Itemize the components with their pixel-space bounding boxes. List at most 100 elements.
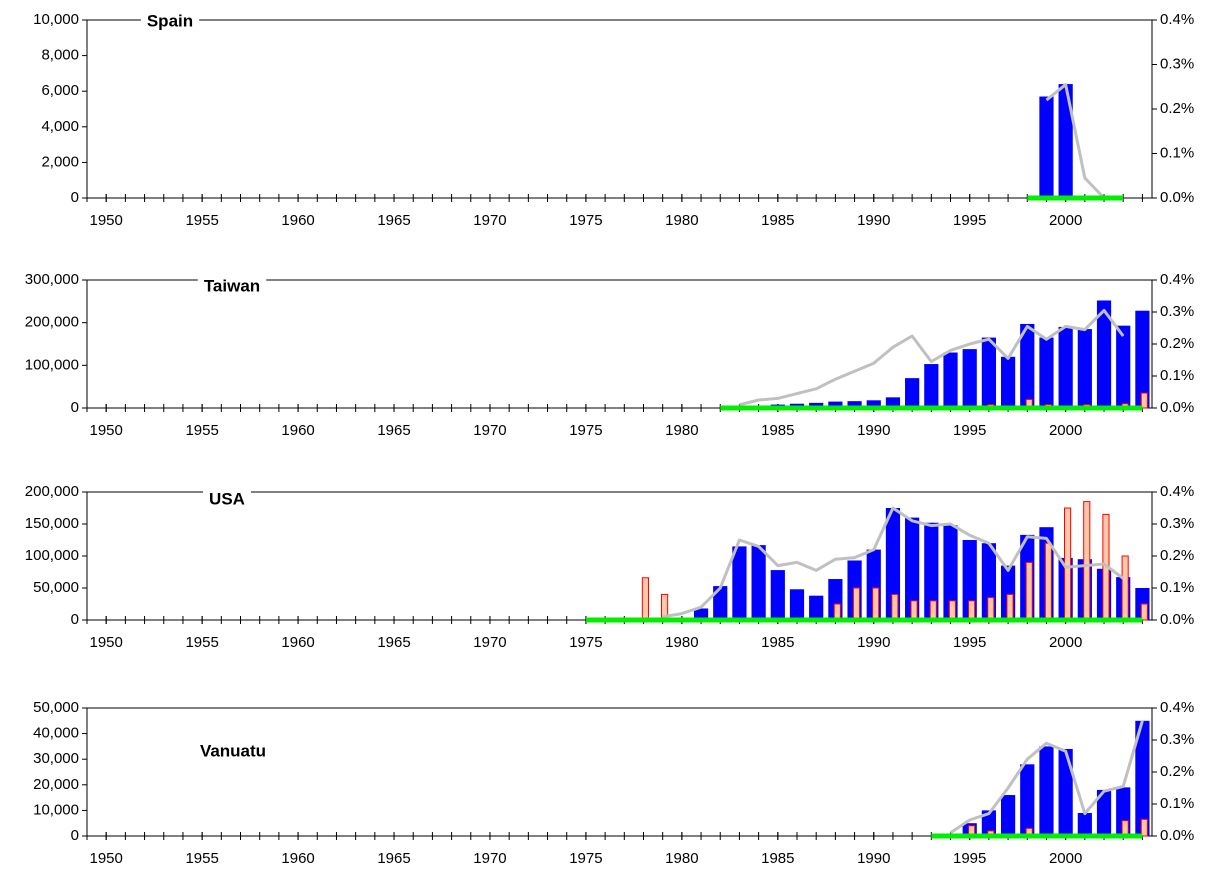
bar	[981, 810, 996, 836]
x-tick-label: 1970	[473, 422, 506, 439]
bar	[924, 364, 939, 408]
bar	[943, 352, 958, 408]
x-tick-label: 1960	[281, 422, 314, 439]
y2-tick-label: 0.2%	[1160, 763, 1194, 780]
x-tick-label: 1960	[281, 212, 314, 229]
y2-tick-label: 0.4%	[1160, 483, 1194, 500]
y-tick-label: 30,000	[33, 750, 79, 767]
bar	[1000, 356, 1016, 408]
x-tick-label: 1950	[90, 634, 123, 651]
x-tick-label: 1985	[761, 422, 794, 439]
y2-tick-label: 0.0%	[1160, 399, 1194, 416]
y-tick-label: 0	[71, 399, 79, 416]
bar	[1116, 325, 1131, 408]
y2-tick-label: 0.3%	[1160, 55, 1194, 72]
bar	[1058, 326, 1073, 408]
x-tick-label: 1980	[665, 212, 698, 229]
y2-tick-label: 0.2%	[1160, 100, 1194, 117]
bar	[1020, 764, 1035, 836]
share-line	[739, 308, 1125, 407]
x-tick-label: 1995	[953, 422, 986, 439]
y-tick-label: 150,000	[25, 515, 79, 532]
x-tick-label: 1965	[377, 634, 410, 651]
bar	[981, 337, 996, 408]
bar	[1063, 507, 1072, 621]
bar	[1135, 310, 1150, 408]
x-tick-label: 1965	[377, 850, 410, 867]
bar	[1077, 329, 1092, 408]
y-tick-label: 200,000	[25, 314, 79, 331]
share-line	[1045, 83, 1106, 200]
x-tick-label: 1965	[377, 212, 410, 229]
chart-title: Spain	[147, 11, 193, 30]
share-line	[662, 506, 1125, 619]
bar	[924, 522, 939, 620]
y-tick-label: 2,000	[41, 153, 79, 170]
bar	[828, 401, 843, 408]
title-background	[140, 11, 200, 31]
y-tick-label: 200,000	[25, 483, 79, 500]
bar	[693, 608, 709, 620]
x-tick-label: 1950	[90, 422, 123, 439]
x-tick-label: 1985	[761, 634, 794, 651]
bar	[866, 400, 881, 408]
y-tick-label: 10,000	[33, 11, 79, 28]
bar	[1000, 795, 1016, 836]
bar	[1006, 593, 1014, 621]
bar	[962, 349, 977, 408]
bar	[1039, 96, 1054, 198]
x-tick-label: 1960	[281, 634, 314, 651]
bar	[1039, 746, 1054, 836]
bar	[641, 577, 649, 621]
x-tick-label: 1970	[473, 634, 506, 651]
bar	[1058, 748, 1073, 836]
title-background	[197, 276, 267, 296]
y2-tick-label: 0.4%	[1160, 699, 1194, 716]
y-tick-label: 100,000	[25, 547, 79, 564]
bar	[968, 600, 976, 621]
title-background	[203, 489, 251, 509]
x-tick-label: 2000	[1049, 850, 1082, 867]
y2-tick-label: 0.4%	[1160, 271, 1194, 288]
x-tick-label: 1975	[569, 850, 602, 867]
x-tick-label: 1950	[90, 212, 123, 229]
y-tick-label: 0	[71, 611, 79, 628]
chart-title: Vanuatu	[200, 741, 266, 760]
x-tick-label: 2000	[1049, 634, 1082, 651]
bar	[929, 600, 937, 621]
bar	[1020, 323, 1035, 408]
bar	[1096, 789, 1112, 836]
x-tick-label: 1995	[953, 634, 986, 651]
bar	[1044, 542, 1052, 621]
y-tick-label: 0	[71, 189, 79, 206]
y2-tick-label: 0.3%	[1160, 515, 1194, 532]
bar	[751, 545, 766, 620]
bar	[770, 570, 785, 620]
y2-tick-label: 0.1%	[1160, 144, 1194, 161]
y-tick-label: 100,000	[25, 356, 79, 373]
x-tick-label: 1990	[857, 850, 890, 867]
y2-tick-label: 0.1%	[1160, 579, 1194, 596]
x-tick-label: 1980	[665, 634, 698, 651]
bar	[809, 402, 824, 408]
bar	[789, 589, 805, 620]
y-tick-label: 50,000	[33, 579, 79, 596]
bar	[852, 587, 861, 621]
x-tick-label: 1955	[185, 212, 218, 229]
x-tick-label: 1995	[953, 850, 986, 867]
x-tick-label: 1980	[665, 422, 698, 439]
x-tick-label: 1975	[569, 422, 602, 439]
bar	[891, 593, 899, 621]
y2-tick-label: 0.3%	[1160, 303, 1194, 320]
bar	[1083, 501, 1091, 621]
y2-tick-label: 0.0%	[1160, 827, 1194, 844]
bar	[1140, 392, 1148, 409]
bar	[905, 378, 920, 408]
y2-tick-label: 0.1%	[1160, 367, 1194, 384]
y-tick-label: 10,000	[33, 801, 79, 818]
bar	[987, 597, 995, 621]
x-tick-label: 1985	[761, 212, 794, 229]
y2-tick-label: 0.0%	[1160, 611, 1194, 628]
